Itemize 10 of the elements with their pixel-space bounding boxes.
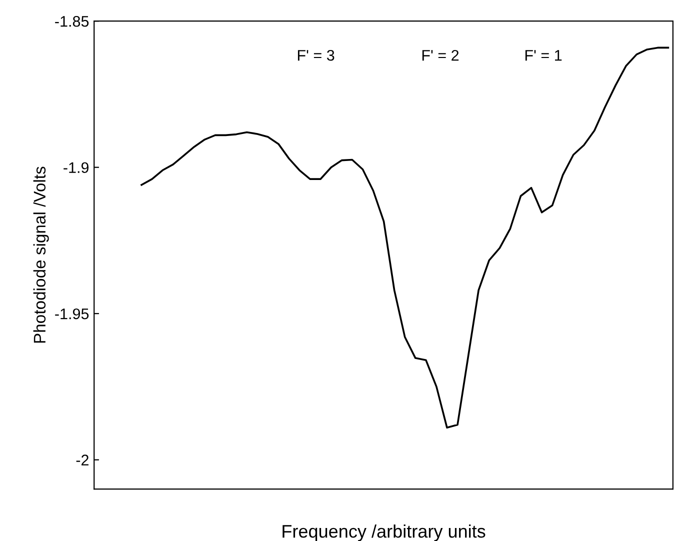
y-tick-label: -1.85: [55, 16, 89, 27]
y-tick-label: -1.95: [55, 308, 89, 320]
y-tick-label: -2: [76, 454, 88, 466]
y-tick-label: -1.9: [64, 162, 89, 174]
line-series: [140, 46, 670, 429]
annotation: F' = 3: [298, 50, 334, 61]
annotation: F' = 1: [525, 50, 562, 61]
annotation: F' = 2: [422, 50, 459, 61]
x-axis-title: Frequency /arbitrary units: [282, 524, 486, 541]
y-axis-title: Photodiode signal /Volts: [33, 166, 49, 343]
